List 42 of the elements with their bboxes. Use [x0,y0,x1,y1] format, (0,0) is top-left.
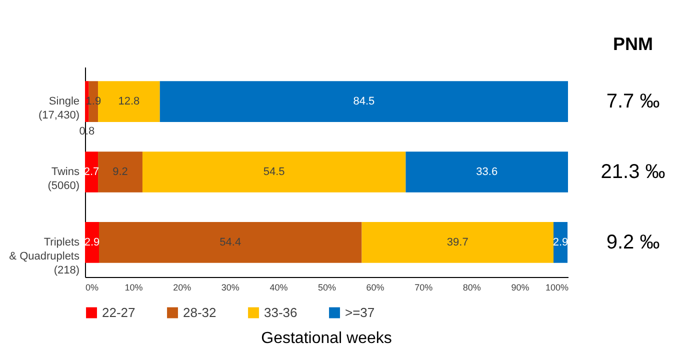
data-label: 9.2 [112,166,128,178]
data-label: 84.5 [353,96,375,108]
bar [554,222,568,263]
data-label: 2.7 [84,166,100,178]
data-label: 2.9 [84,236,100,248]
data-label: 39.7 [446,236,468,248]
x-tick-label: 30% [221,282,240,292]
legend-label: >=37 [345,304,375,320]
x-tick-label: 40% [270,282,288,292]
data-label: 54.4 [220,236,242,248]
bar [85,152,98,192]
x-tick-label: 0% [86,282,99,292]
bar [85,222,100,263]
x-tick-label: 60% [366,282,384,292]
x-tick-label: 100% [545,282,568,292]
bar [160,81,568,122]
data-label: 12.8 [118,96,140,108]
y-tick-label: Single (17,430) [38,96,80,122]
data-label: 2.9 [552,236,568,248]
y-tick-label: Twins (5060) [48,166,80,192]
bar [99,222,362,263]
text: 21.3 ‰ [600,161,666,183]
x-axis-title: Gestational weeks [261,330,392,347]
bar [362,222,554,263]
bar [98,152,142,192]
bar [142,152,406,192]
x-tick-label: 20% [173,282,192,292]
x-tick-label: 80% [462,282,481,292]
x-tick-label: 10% [124,282,143,292]
legend-label: 28-32 [183,304,216,320]
x-tick-label: 50% [318,282,336,292]
x-tick-label: 70% [414,282,433,292]
legend-label: 33-36 [264,304,298,320]
bar [406,152,568,192]
data-label: 33.6 [476,166,498,178]
text: PNM [613,34,653,54]
text: 9.2 ‰ [606,231,660,254]
x-tick-label: 90% [511,282,530,292]
text: 7.7 ‰ [606,90,660,113]
y-tick-label: Triplets & Quadruplets (218) [9,236,80,276]
data-label: 54.5 [263,166,285,178]
legend-label: 22-27 [102,304,136,320]
